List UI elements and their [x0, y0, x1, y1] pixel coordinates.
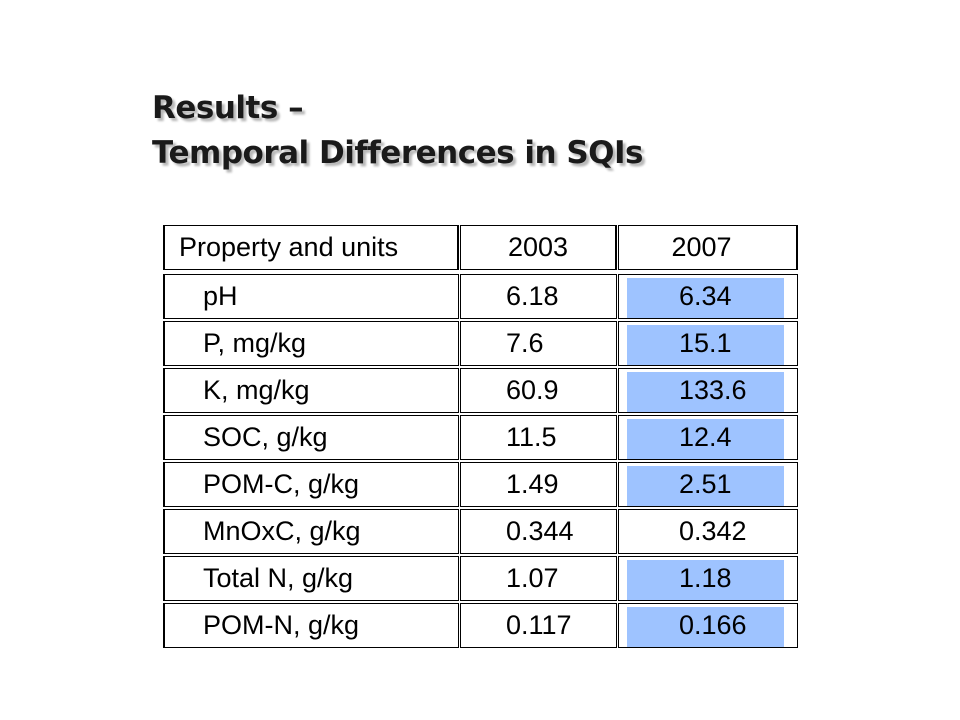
table-header-row: Property and units 2003 2007 — [160, 225, 800, 270]
value-2007-text: 1.18 — [679, 563, 732, 593]
property-cell: POM-N, g/kg — [163, 603, 459, 648]
table-row: P, mg/kg 7.6 15.1 — [160, 321, 800, 366]
value-2003-cell: 11.5 — [460, 415, 617, 460]
value-2007-cell: 0.342 — [618, 509, 798, 554]
header-2003: 2003 — [460, 225, 617, 270]
value-2007-text: 6.34 — [679, 281, 732, 311]
table-row: K, mg/kg 60.9 133.6 — [160, 368, 800, 413]
table-row: POM-N, g/kg 0.117 0.166 — [160, 603, 800, 648]
value-2007-cell: 12.4 — [618, 415, 798, 460]
table-row: MnOxC, g/kg 0.344 0.342 — [160, 509, 800, 554]
header-property: Property and units — [163, 225, 459, 270]
change-highlight — [627, 372, 784, 412]
table-row: SOC, g/kg 11.5 12.4 — [160, 415, 800, 460]
header-2007: 2007 — [618, 225, 798, 270]
table-row: POM-C, g/kg 1.49 2.51 — [160, 462, 800, 507]
property-cell: MnOxC, g/kg — [163, 509, 459, 554]
property-cell: K, mg/kg — [163, 368, 459, 413]
change-highlight — [627, 325, 784, 365]
change-highlight — [627, 419, 784, 459]
value-2003-cell: 0.117 — [460, 603, 617, 648]
change-highlight — [627, 607, 784, 647]
change-highlight — [627, 278, 784, 318]
value-2003-cell: 60.9 — [460, 368, 617, 413]
value-2007-text: 12.4 — [679, 422, 732, 452]
value-2007-cell: 133.6 — [618, 368, 798, 413]
value-2003-cell: 0.344 — [460, 509, 617, 554]
value-2003-cell: 6.18 — [460, 274, 617, 319]
property-cell: pH — [163, 274, 459, 319]
slide-title: Results – Temporal Differences in SQIs — [152, 86, 644, 176]
value-2007-text: 133.6 — [679, 375, 747, 405]
property-cell: SOC, g/kg — [163, 415, 459, 460]
value-2003-cell: 1.07 — [460, 556, 617, 601]
slide-title-line-1: Results – — [152, 90, 304, 126]
table-row: Total N, g/kg 1.07 1.18 — [160, 556, 800, 601]
value-2007-cell: 1.18 — [618, 556, 798, 601]
value-2003-cell: 7.6 — [460, 321, 617, 366]
table-row: pH 6.18 6.34 — [160, 274, 800, 319]
value-2007-cell: 0.166 — [618, 603, 798, 648]
property-cell: P, mg/kg — [163, 321, 459, 366]
property-cell: Total N, g/kg — [163, 556, 459, 601]
value-2007-text: 15.1 — [679, 328, 732, 358]
change-highlight — [627, 560, 784, 600]
value-2007-text: 2.51 — [679, 469, 732, 499]
slide-title-line-2: Temporal Differences in SQIs — [152, 135, 644, 171]
value-2007-text: 0.342 — [679, 516, 747, 546]
value-2007-text: 0.166 — [679, 610, 747, 640]
value-2007-cell: 6.34 — [618, 274, 798, 319]
value-2007-cell: 2.51 — [618, 462, 798, 507]
property-cell: POM-C, g/kg — [163, 462, 459, 507]
value-2007-cell: 15.1 — [618, 321, 798, 366]
change-highlight — [627, 466, 784, 506]
value-2003-cell: 1.49 — [460, 462, 617, 507]
